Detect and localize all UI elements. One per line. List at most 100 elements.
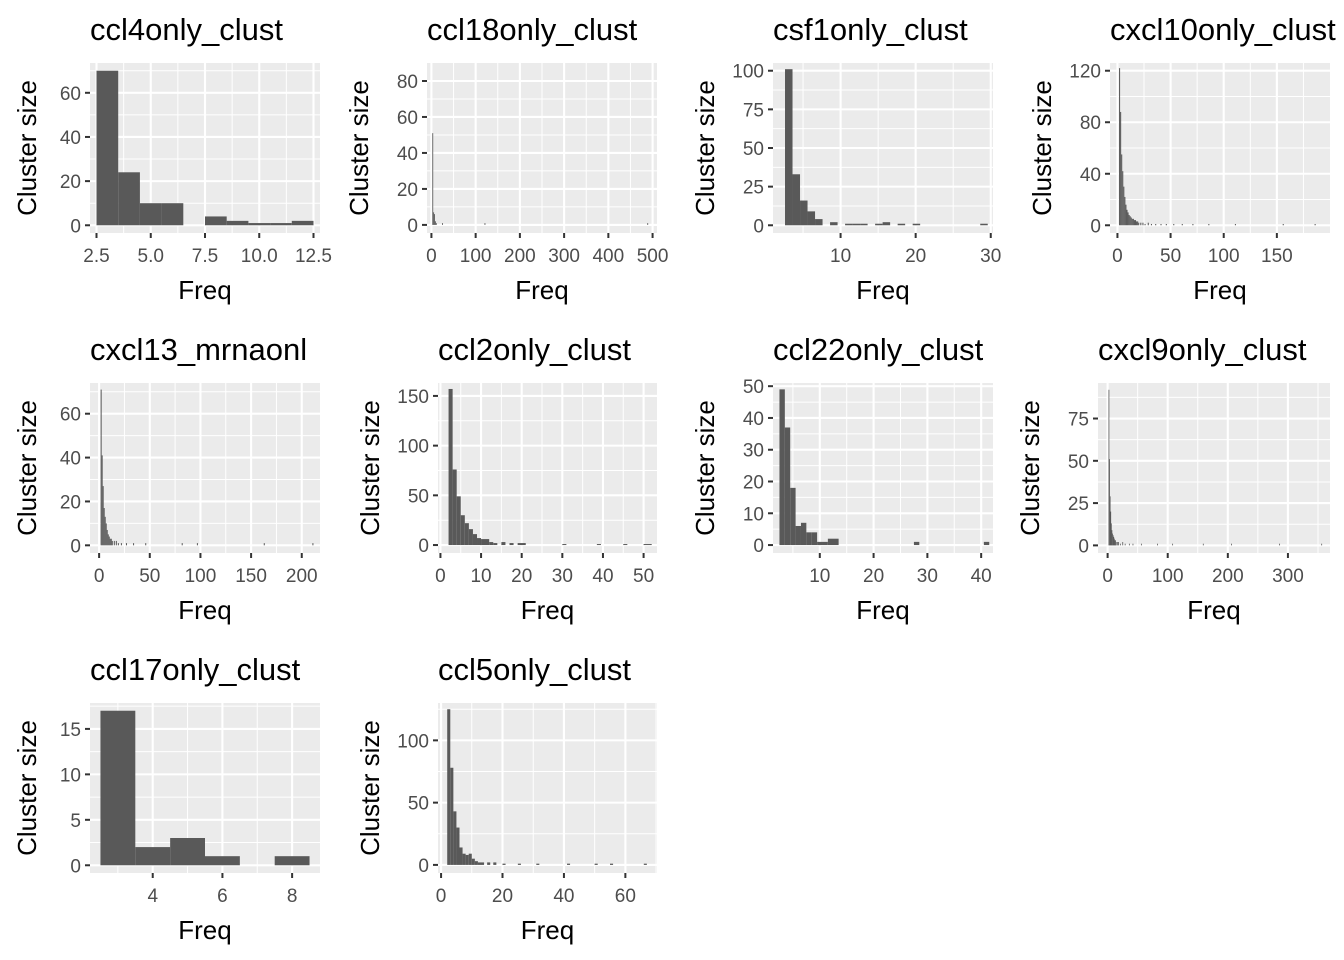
x-tick-label: 20 [905,246,926,267]
x-axis-title: Freq [1193,275,1246,305]
histogram-bar [897,223,906,226]
histogram-bar [226,220,249,226]
x-axis-title: Freq [856,275,909,305]
histogram-bar [452,469,457,546]
gridlines [427,63,657,233]
histogram-bar [433,212,435,225]
histogram-bar [435,223,437,225]
y-axis-title: Cluster size [12,80,42,216]
x-tick-label: 2.5 [83,246,109,267]
x-axis-title: Freq [178,915,231,945]
y-tick-label: 0 [70,216,81,237]
y-tick-label: 10 [743,504,764,525]
histogram-bar [489,542,494,546]
x-tick-label: 200 [504,246,536,267]
histogram-bar [643,544,652,546]
histogram-bar [1122,542,1124,546]
histogram-bar [623,544,628,546]
x-tick-label: 400 [592,246,624,267]
histogram-bar [110,538,112,546]
histogram-bar [456,827,460,865]
x-axis-title: Freq [178,275,231,305]
x-tick-label: 10 [809,566,830,587]
y-tick-label: 30 [743,441,764,462]
histogram-bar [536,863,540,865]
histogram-bar [1119,68,1121,226]
y-tick-label: 50 [1068,452,1089,473]
histogram-bar [434,221,436,225]
y-tick-label: 75 [743,100,764,121]
x-tick-label: 5.0 [138,246,164,267]
histogram-bar [1128,214,1130,226]
x-tick-label: 150 [235,566,267,587]
x-tick-label: 0 [1102,566,1113,587]
histogram-bar [205,856,240,866]
plot-background [438,383,657,553]
x-axis-title: Freq [1187,595,1240,625]
histogram-bar [450,767,454,865]
y-tick-label: 0 [418,856,429,877]
x-tick-label: 200 [1212,566,1244,587]
y-axis-title: Cluster size [690,400,720,536]
y-tick-label: 25 [1068,494,1089,515]
histogram-bar [434,214,435,225]
x-tick-label: 150 [1261,246,1293,267]
y-tick-label: 0 [753,536,764,557]
y-tick-label: 80 [1080,113,1101,134]
histogram-bar [1124,196,1126,226]
histogram-bar [1113,538,1115,546]
x-tick-label: 0 [435,566,446,587]
histogram-bar [800,200,808,226]
histogram-bar [1108,389,1110,546]
x-tick-label: 7.5 [192,246,218,267]
histogram-bar [1132,218,1134,226]
y-tick-label: 0 [1078,536,1089,557]
histogram-bar [161,203,184,226]
x-tick-label: 40 [553,886,574,907]
histogram-bar [509,543,514,546]
x-tick-label: 20 [863,566,884,587]
histogram-bar [1116,542,1118,546]
histogram-bar [484,223,486,225]
histogram-bar [1321,543,1323,546]
histogram-bar [107,534,109,546]
histogram-bar [1127,212,1129,226]
histogram-bar [1138,222,1140,226]
x-tick-label: 20 [511,566,532,587]
y-tick-label: 100 [732,62,764,83]
histogram-bar [464,523,469,546]
plot-background [773,383,993,553]
histogram-bar [1140,543,1142,546]
histogram-panel: 0 10 20 30 40 50 0 50 100 150 Freq Cluster size ccl2… [355,332,657,625]
panel-title: ccl17only_clust [90,652,301,687]
x-tick-label: 20 [492,886,513,907]
x-tick-label: 100 [1208,246,1240,267]
histogram-bar [100,710,136,866]
panel-title: csf1only_clust [773,12,968,47]
histogram-bars [100,710,310,866]
y-tick-label: 20 [60,172,81,193]
x-tick-label: 6 [217,886,228,907]
histogram-bar [1131,218,1133,226]
histogram-bar [830,222,838,226]
histogram-bar [784,427,791,546]
histogram-bar [460,515,465,546]
histogram-panel: 0 50 100 150 0 40 80 120 Freq Cluster size cxcl10o… [1027,12,1336,305]
histogram-bar [980,223,988,226]
histogram-bar [270,223,292,226]
histogram-bar [913,541,920,546]
y-axis-title: Cluster size [12,720,42,856]
x-tick-label: 100 [460,246,492,267]
panel-title: cxcl10only_clust [1110,12,1336,47]
histogram-bar [100,389,102,546]
histogram-bar [567,863,571,865]
gridlines [90,383,320,553]
histogram-bar [105,523,107,546]
x-tick-label: 300 [1272,566,1304,587]
y-tick-label: 40 [1080,165,1101,186]
histogram-bar [501,542,506,546]
histogram-bar [806,532,812,546]
panel-title: ccl2only_clust [438,332,631,367]
histogram-bar [643,863,647,865]
x-tick-label: 40 [971,566,992,587]
